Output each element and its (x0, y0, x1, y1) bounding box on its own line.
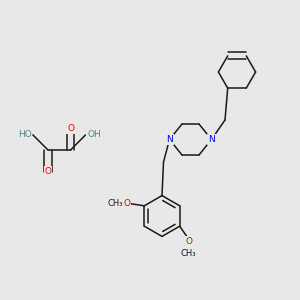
Text: O: O (123, 199, 130, 208)
Text: O: O (44, 167, 52, 176)
Text: HO: HO (18, 130, 32, 140)
Text: CH₃: CH₃ (181, 249, 197, 258)
Text: O: O (185, 237, 192, 246)
Text: OH: OH (87, 130, 101, 140)
Text: O: O (67, 124, 74, 133)
Text: CH₃: CH₃ (107, 199, 123, 208)
Text: N: N (208, 135, 215, 144)
Text: N: N (166, 135, 173, 144)
